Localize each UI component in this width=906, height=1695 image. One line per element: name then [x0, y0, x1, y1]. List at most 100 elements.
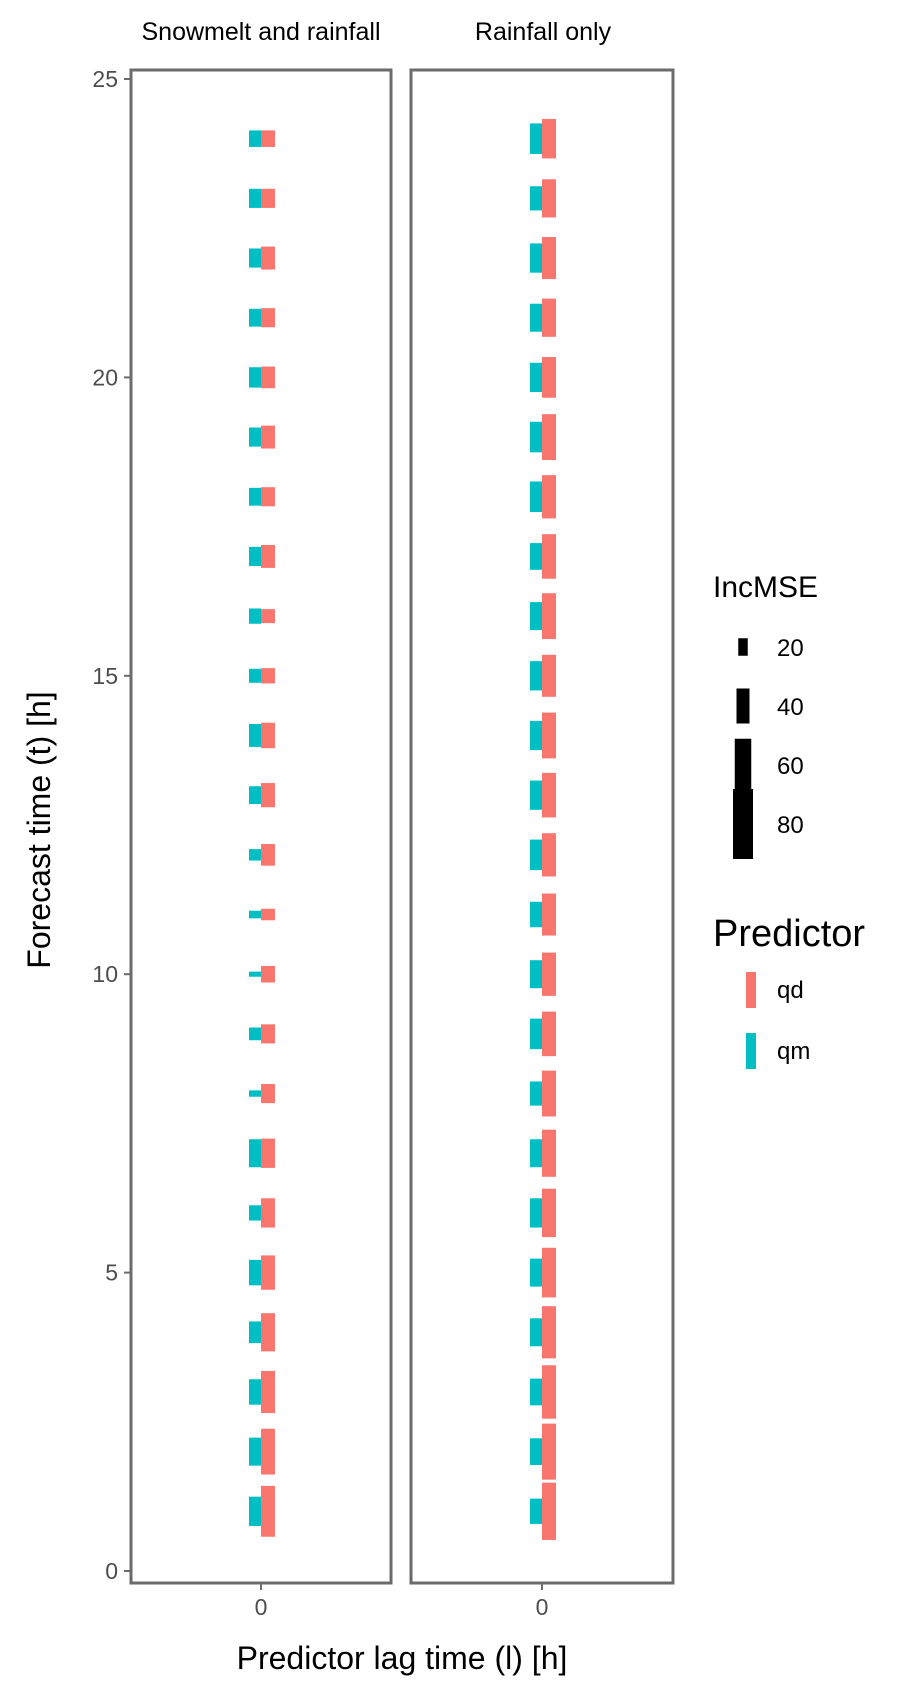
- bar-qd: [261, 1255, 275, 1290]
- bar-qm: [530, 960, 542, 989]
- bar-qm: [530, 303, 542, 332]
- bar-qm: [249, 130, 261, 147]
- bar-qm: [530, 362, 542, 393]
- bar-qm: [249, 188, 261, 208]
- legend-size-label: 40: [777, 694, 804, 721]
- y-axis-title: Forecast time (t) [h]: [21, 691, 57, 968]
- bar-qm: [249, 1259, 261, 1286]
- bar-qm: [530, 1438, 542, 1466]
- panel-border: [129, 68, 393, 1585]
- bar-qd: [542, 475, 556, 519]
- bar-qm: [249, 367, 261, 388]
- bar-qm: [530, 1258, 542, 1287]
- bar-qm: [530, 243, 542, 273]
- legend-color-key-qm: [746, 1033, 756, 1069]
- bar-qd: [261, 1024, 275, 1044]
- bar-qm: [530, 481, 542, 513]
- bar-qd: [261, 609, 275, 624]
- bar-qd: [542, 893, 556, 936]
- y-tick-label: 25: [92, 66, 118, 92]
- bar-qd: [261, 1198, 275, 1228]
- legend-size-label: 80: [777, 812, 804, 839]
- legend-size-title: IncMSE: [713, 571, 818, 604]
- bar-qm: [249, 1205, 261, 1221]
- bar-qm: [249, 427, 261, 447]
- bar-qd: [261, 544, 275, 568]
- bar-qm: [530, 901, 542, 928]
- bar-qm: [249, 487, 261, 506]
- bar-qm: [530, 1318, 542, 1347]
- bar-qd: [542, 118, 556, 159]
- bar-qm: [530, 1081, 542, 1106]
- bar-qm: [530, 1018, 542, 1050]
- bar-qd: [261, 965, 275, 983]
- bar-qm: [249, 1139, 261, 1168]
- legend: IncMSE 20 40 60 80 Predictor qd qm: [713, 571, 865, 1069]
- bar-qm: [249, 724, 261, 747]
- bar-qd: [542, 1011, 556, 1057]
- bar-qm: [249, 1437, 261, 1466]
- legend-color-label-qd: qd: [777, 977, 804, 1004]
- bar-qd: [542, 1306, 556, 1359]
- legend-size-key: [738, 638, 748, 656]
- bar-qm: [249, 248, 261, 268]
- bar-qd: [542, 1070, 556, 1117]
- bar-qd: [261, 1428, 275, 1475]
- bar-qm: [249, 971, 261, 977]
- bar-qm: [530, 1198, 542, 1228]
- legend-size-key: [733, 789, 753, 859]
- bar-qd: [542, 1129, 556, 1177]
- bar-qd: [261, 844, 275, 866]
- legend-size-label: 60: [777, 753, 804, 780]
- bar-qm: [249, 1090, 261, 1097]
- bar-qd: [542, 1365, 556, 1419]
- x-tick-label: 0: [255, 1594, 268, 1620]
- legend-color-label-qm: qm: [777, 1038, 810, 1065]
- y-tick-label: 10: [92, 961, 118, 987]
- bar-qm: [530, 421, 542, 453]
- bar-qd: [261, 130, 275, 147]
- bar-qd: [542, 952, 556, 996]
- bar-qm: [249, 1321, 261, 1344]
- bar-qm: [249, 1379, 261, 1405]
- bar-qd: [261, 308, 275, 328]
- bar-qd: [542, 298, 556, 337]
- bar-qd: [542, 712, 556, 759]
- facet-title-snowmelt: Snowmelt and rainfall: [141, 18, 380, 46]
- legend-size-key: [734, 738, 752, 792]
- bar-qm: [249, 1496, 261, 1526]
- bar-qm: [249, 668, 261, 683]
- bar-qm: [530, 1498, 542, 1525]
- bar-qm: [249, 1027, 261, 1041]
- bar-qd: [542, 1188, 556, 1238]
- bar-qd: [261, 425, 275, 449]
- bar-qd: [542, 357, 556, 398]
- y-axis: 0 5 10 15 20 25: [92, 66, 131, 1584]
- y-tick-label: 15: [92, 663, 118, 689]
- bar-qd: [261, 1485, 275, 1537]
- y-tick-label: 5: [105, 1260, 118, 1286]
- bar-qd: [261, 783, 275, 808]
- legend-size-key: [736, 688, 750, 724]
- bar-qd: [542, 833, 556, 877]
- bar-qm: [530, 720, 542, 751]
- bar-qd: [261, 1370, 275, 1413]
- bar-qd: [261, 668, 275, 684]
- x-tick-label: 0: [536, 1594, 549, 1620]
- bar-qd: [542, 1423, 556, 1480]
- bar-qd: [542, 593, 556, 640]
- bar-qm: [249, 849, 261, 861]
- panel-rainfall-only: [409, 68, 675, 1585]
- bar-qm: [530, 186, 542, 211]
- bar-qm: [530, 123, 542, 154]
- bar-qd: [261, 908, 275, 921]
- bar-qd: [542, 237, 556, 280]
- bar-qm: [249, 308, 261, 327]
- bar-qd: [261, 246, 275, 270]
- bar-qd: [542, 534, 556, 579]
- panel-snowmelt-and-rainfall: [129, 68, 393, 1585]
- y-tick-label: 0: [105, 1558, 118, 1584]
- bar-qd: [261, 1313, 275, 1352]
